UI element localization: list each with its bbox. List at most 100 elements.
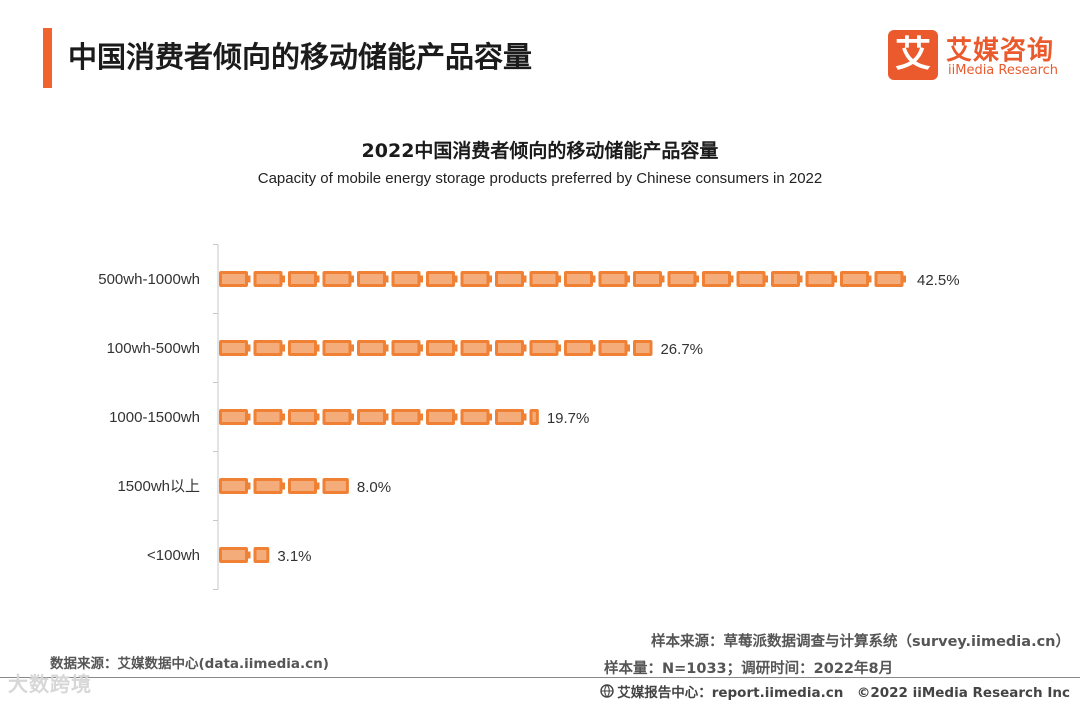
chart-subtitle: Capacity of mobile energy storage produc… <box>257 170 823 187</box>
battery-cell-sheen <box>222 481 245 491</box>
battery-terminal <box>662 275 665 283</box>
battery-terminal <box>731 275 734 283</box>
battery-cell <box>288 271 317 287</box>
battery-terminal <box>248 344 251 352</box>
title-accent-bar <box>43 28 52 88</box>
value-label: 8.0% <box>357 479 391 496</box>
battery-terminal <box>869 275 872 283</box>
battery-cell-sheen <box>360 412 383 422</box>
battery-cell-sheen <box>567 343 590 353</box>
bar <box>219 340 653 356</box>
battery-cell-sheen <box>256 412 280 422</box>
battery-cell-sheen <box>429 343 452 353</box>
battery-cell <box>495 271 524 287</box>
battery-terminal <box>455 344 458 352</box>
battery-terminal <box>420 275 423 283</box>
battery-cell-sheen <box>291 274 314 284</box>
battery-terminal <box>248 413 251 421</box>
report-center: 艾媒报告中心：report.iimedia.cn ©2022 iiMedia R… <box>600 681 1070 702</box>
battery-cell-sheen <box>291 412 314 422</box>
battery-terminal <box>765 275 768 283</box>
logo-en-text: iiMedia Research <box>948 63 1059 78</box>
category-label: 100wh-500wh <box>107 340 200 357</box>
report-center-text: 艾媒报告中心：report.iimedia.cn ©2022 iiMedia R… <box>617 685 1070 701</box>
battery-cell <box>357 271 386 287</box>
battery-cell-sheen <box>601 274 625 284</box>
battery-terminal <box>351 344 354 352</box>
battery-cell <box>288 340 317 356</box>
battery-cell-sheen <box>532 343 556 353</box>
battery-cell-sheen <box>532 412 536 422</box>
category-label: 1500wh以上 <box>117 478 200 495</box>
battery-cell <box>391 409 421 425</box>
logo-mark: 艾 <box>888 30 938 80</box>
battery-cell <box>391 340 421 356</box>
battery-cell <box>529 409 539 425</box>
battery-terminal <box>282 413 285 421</box>
battery-cell-sheen <box>394 274 418 284</box>
bar <box>219 271 906 287</box>
battery-terminal <box>317 482 320 490</box>
battery-cell-sheen <box>498 412 521 422</box>
battery-cell-sheen <box>601 343 625 353</box>
category-label: 500wh-1000wh <box>98 271 200 288</box>
battery-cell-sheen <box>877 274 901 284</box>
battery-terminal <box>593 275 596 283</box>
category-label: <100wh <box>147 547 200 564</box>
battery-cell-sheen <box>222 274 245 284</box>
battery-cell-sheen <box>429 412 452 422</box>
battery-terminal <box>386 413 389 421</box>
battery-cell-sheen <box>360 274 383 284</box>
bar <box>219 478 349 494</box>
battery-cell <box>805 271 835 287</box>
battery-cell-sheen <box>636 343 650 353</box>
battery-cell <box>736 271 766 287</box>
battery-cell <box>633 340 653 356</box>
logo-cn-text: 艾媒咨询 <box>946 36 1055 66</box>
battery-cell <box>391 271 421 287</box>
value-label: 42.5% <box>917 272 960 289</box>
battery-cell <box>219 547 248 563</box>
battery-cell <box>529 271 559 287</box>
battery-cell-sheen <box>808 274 832 284</box>
battery-terminal <box>282 344 285 352</box>
battery-cell-sheen <box>256 343 280 353</box>
battery-terminal <box>282 275 285 283</box>
battery-cell <box>598 340 628 356</box>
battery-cell-sheen <box>291 481 314 491</box>
battery-terminal <box>317 413 320 421</box>
battery-terminal <box>317 344 320 352</box>
battery-cell-sheen <box>325 412 349 422</box>
battery-cell <box>322 409 352 425</box>
watermark: 大数跨境 <box>8 672 92 696</box>
battery-cell <box>219 478 248 494</box>
battery-cell <box>564 340 593 356</box>
battery-cell <box>840 271 869 287</box>
battery-terminal <box>627 344 630 352</box>
sample-size: 样本量：N=1033；调研时间：2022年8月 <box>604 661 894 677</box>
battery-cell-sheen <box>463 343 487 353</box>
battery-cell-sheen <box>739 274 763 284</box>
page-title: 中国消费者倾向的移动储能产品容量 <box>68 40 533 74</box>
battery-terminal <box>248 551 251 559</box>
battery-terminal <box>903 275 906 283</box>
battery-terminal <box>489 344 492 352</box>
battery-terminal <box>248 275 251 283</box>
battery-cell <box>322 478 349 494</box>
battery-cell <box>702 271 731 287</box>
battery-cell-sheen <box>429 274 452 284</box>
category-label: 1000-1500wh <box>109 409 200 426</box>
battery-terminal <box>558 344 561 352</box>
chart-title: 2022中国消费者倾向的移动储能产品容量 <box>361 140 719 162</box>
battery-cell-sheen <box>222 343 245 353</box>
battery-cell <box>219 409 248 425</box>
value-label: 3.1% <box>277 548 311 565</box>
battery-cell-sheen <box>463 412 487 422</box>
globe-icon <box>600 684 614 702</box>
value-label: 26.7% <box>660 341 703 358</box>
battery-cell-sheen <box>567 274 590 284</box>
battery-cell <box>426 271 455 287</box>
battery-cell-sheen <box>256 274 280 284</box>
battery-cell-sheen <box>394 343 418 353</box>
battery-terminal <box>317 275 320 283</box>
